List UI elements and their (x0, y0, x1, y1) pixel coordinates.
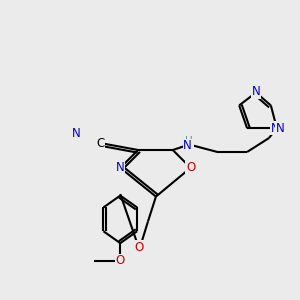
Text: O: O (186, 161, 195, 174)
Text: C: C (96, 136, 105, 150)
Text: O: O (135, 241, 144, 254)
Text: N: N (276, 122, 285, 135)
Text: O: O (116, 254, 125, 268)
Text: N: N (271, 122, 280, 135)
Text: N: N (116, 161, 125, 174)
Text: N: N (72, 127, 81, 140)
Text: N: N (252, 85, 260, 98)
Text: N: N (183, 140, 192, 152)
Text: H: H (185, 136, 193, 146)
